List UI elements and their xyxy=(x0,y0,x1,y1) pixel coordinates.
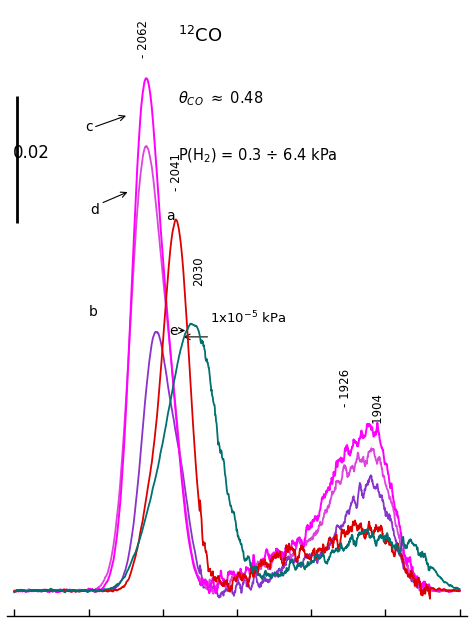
Text: - 2041: - 2041 xyxy=(170,153,182,191)
Text: d: d xyxy=(90,203,99,217)
Text: e: e xyxy=(169,323,177,338)
Text: - 2062: - 2062 xyxy=(137,20,150,58)
Text: $^{12}$CO: $^{12}$CO xyxy=(178,26,222,46)
Text: P(H$_2$) = 0.3 $\div$ 6.4 kPa: P(H$_2$) = 0.3 $\div$ 6.4 kPa xyxy=(178,146,337,165)
Text: a: a xyxy=(166,209,174,223)
Text: 2030: 2030 xyxy=(192,257,205,286)
Text: c: c xyxy=(85,120,92,135)
Text: 0.02: 0.02 xyxy=(13,144,50,162)
Text: - 1926: - 1926 xyxy=(339,369,352,407)
Text: b: b xyxy=(89,305,98,318)
Text: 1x10$^{-5}$ kPa: 1x10$^{-5}$ kPa xyxy=(210,310,286,326)
Text: - 1904: - 1904 xyxy=(372,394,384,432)
Text: $\theta_{CO}$ $\approx$ 0.48: $\theta_{CO}$ $\approx$ 0.48 xyxy=(178,90,263,108)
